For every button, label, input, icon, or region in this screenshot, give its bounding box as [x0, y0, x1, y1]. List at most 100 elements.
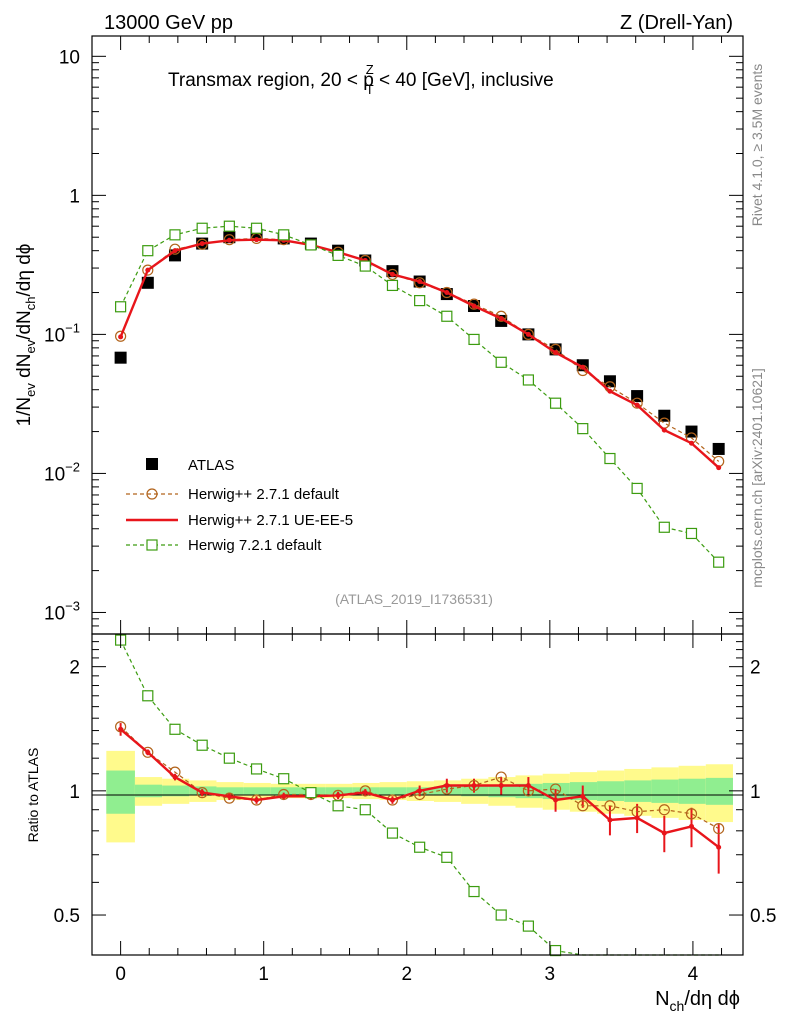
- main-herwig7-point: [359, 260, 371, 272]
- x-axis-label: Nch/dη dϕ: [655, 988, 740, 1014]
- ratio-herwig-ueee5-point: [471, 783, 477, 789]
- main-herwig-ueee5-point: [199, 241, 205, 247]
- y-tick-label: 10−2: [44, 459, 80, 485]
- stat-uncertainty-band: [597, 781, 625, 801]
- main-herwig-default-line: [120, 237, 720, 462]
- ratio-herwig7-point: [305, 787, 317, 799]
- main-herwig-ueee5-point: [226, 237, 232, 243]
- main-herwig7-point: [386, 279, 399, 292]
- ratio-herwig7-point: [549, 944, 562, 957]
- main-herwig7-point: [685, 527, 698, 540]
- y-tick-label: 1: [69, 186, 80, 207]
- main-herwig-ueee5-point: [688, 440, 694, 446]
- main-herwig-default-point: [386, 268, 399, 281]
- ratio-herwig-default-point: [713, 822, 725, 835]
- ratio-herwig-default-point: [495, 771, 507, 783]
- ratio-herwig-default-line: [120, 726, 719, 830]
- ratio-herwig-default-point: [604, 800, 616, 812]
- ratio-herwig7-point: [196, 739, 208, 751]
- stat-uncertainty-band: [216, 787, 244, 795]
- main-herwig-ueee5-point: [716, 465, 722, 471]
- analysis-id: (ATLAS_2019_I1736531): [335, 591, 493, 607]
- ratio-herwig7-point: [142, 690, 154, 702]
- ratio-y-tick-label-left: 1: [69, 782, 80, 803]
- uncertainty-bands: [106, 750, 733, 843]
- ratio-herwig-default-point: [549, 783, 562, 795]
- stat-uncertainty-band: [705, 777, 733, 805]
- ratio-herwig7-point: [441, 851, 453, 863]
- main-herwig-ueee5-point: [172, 248, 178, 254]
- stat-uncertainty-band: [270, 787, 299, 795]
- axis-ticks: [91, 36, 743, 956]
- stat-uncertainty-band: [624, 780, 652, 802]
- x-tick-label: 4: [688, 964, 699, 985]
- ratio-herwig-ueee5-point: [661, 830, 667, 836]
- ratio-herwig-default-point: [359, 785, 371, 797]
- ratio-herwig-ueee5-point: [362, 790, 368, 796]
- legend-atlas-label: ATLAS: [188, 457, 234, 474]
- ratio-herwig-default-point: [577, 800, 589, 812]
- ratio-herwig7-point: [468, 885, 480, 898]
- main-herwig7-point: [604, 452, 616, 465]
- ratio-y-tick-label-left: 0.5: [54, 906, 80, 927]
- ratio-y-tick-label-right: 1: [750, 782, 761, 803]
- main-herwig7-point: [169, 229, 181, 241]
- ratio-herwig-ueee5-point: [525, 783, 531, 789]
- main-herwig7-point: [713, 556, 725, 568]
- ratio-plot-frame: [91, 633, 744, 956]
- chart-title: Transmax region, 20 < pZ T < 40 [GeV], in…: [168, 62, 554, 97]
- ratio-y-tick-label-left: 2: [69, 658, 80, 679]
- main-herwig-default-point: [441, 286, 453, 299]
- main-atlas-point: [114, 351, 127, 364]
- stat-uncertainty-band: [162, 785, 190, 797]
- ratio-herwig-ueee5-point: [118, 726, 124, 732]
- legend-herwig7-label: Herwig 7.2.1 default: [188, 537, 322, 554]
- ratio-herwig-ueee5-point: [417, 788, 423, 794]
- main-herwig7-point: [414, 294, 426, 307]
- main-herwig-ueee5-point: [254, 237, 260, 243]
- ratio-herwig7-point: [223, 752, 235, 764]
- main-herwig7-point: [196, 222, 208, 234]
- main-herwig7-point: [522, 374, 534, 386]
- main-herwig7-point: [468, 333, 480, 346]
- header-left: 13000 GeV pp: [104, 12, 233, 34]
- stat-uncertainty-band: [651, 779, 679, 803]
- x-tick-label: 2: [401, 964, 412, 985]
- legend-herwig-default-label: Herwig++ 2.7.1 default: [188, 486, 340, 503]
- ratio-herwig-default-point: [386, 794, 399, 806]
- main-herwig7-line: [120, 225, 720, 563]
- x-tick-label: 0: [115, 964, 126, 985]
- x-tick-label: 1: [258, 964, 269, 985]
- ratio-y-tick-label-right: 2: [750, 658, 761, 679]
- legend-herwig-ueee5-label: Herwig++ 2.7.1 UE-EE-5: [188, 512, 353, 529]
- ratio-herwig-ueee5-point: [634, 815, 640, 821]
- main-herwig7-point: [142, 245, 154, 257]
- main-herwig-ueee5-point: [471, 303, 477, 309]
- main-atlas-point: [712, 442, 725, 455]
- main-herwig-ueee5-point: [389, 271, 395, 277]
- ratio-herwig-ueee5-point: [199, 790, 205, 796]
- legend-herwig7-marker: [146, 539, 158, 551]
- main-herwig-ueee5-point: [118, 334, 124, 340]
- main-herwig-ueee5-point: [498, 316, 504, 322]
- main-herwig7-point: [549, 397, 562, 409]
- ratio-herwig7-point: [278, 773, 290, 785]
- main-herwig7-point: [278, 229, 290, 241]
- ratio-herwig-ueee5-point: [607, 817, 613, 823]
- main-herwig-ueee5-point: [553, 350, 559, 356]
- main-herwig7-point: [495, 356, 507, 368]
- ratio-herwig7-point: [332, 800, 344, 812]
- ratio-herwig-ueee5-point: [444, 783, 450, 789]
- mcplots-label: mcplots.cern.ch [arXiv:2401.10621]: [749, 368, 765, 587]
- main-herwig7-point: [441, 310, 453, 322]
- stat-uncertainty-band: [243, 787, 271, 795]
- main-herwig-ueee5-point: [634, 402, 640, 408]
- main-herwig7-point: [658, 521, 670, 533]
- legend: ATLAS Herwig++ 2.7.1 default Herwig++ 2.…: [126, 457, 353, 554]
- ratio-herwig-ueee5-point: [389, 797, 395, 803]
- rivet-version-label: Rivet 4.1.0, ≥ 3.5M events: [749, 64, 765, 227]
- stat-uncertainty-band: [678, 778, 706, 804]
- main-herwig-default-point: [522, 328, 534, 340]
- ratio-herwig-ueee5-point: [145, 749, 151, 755]
